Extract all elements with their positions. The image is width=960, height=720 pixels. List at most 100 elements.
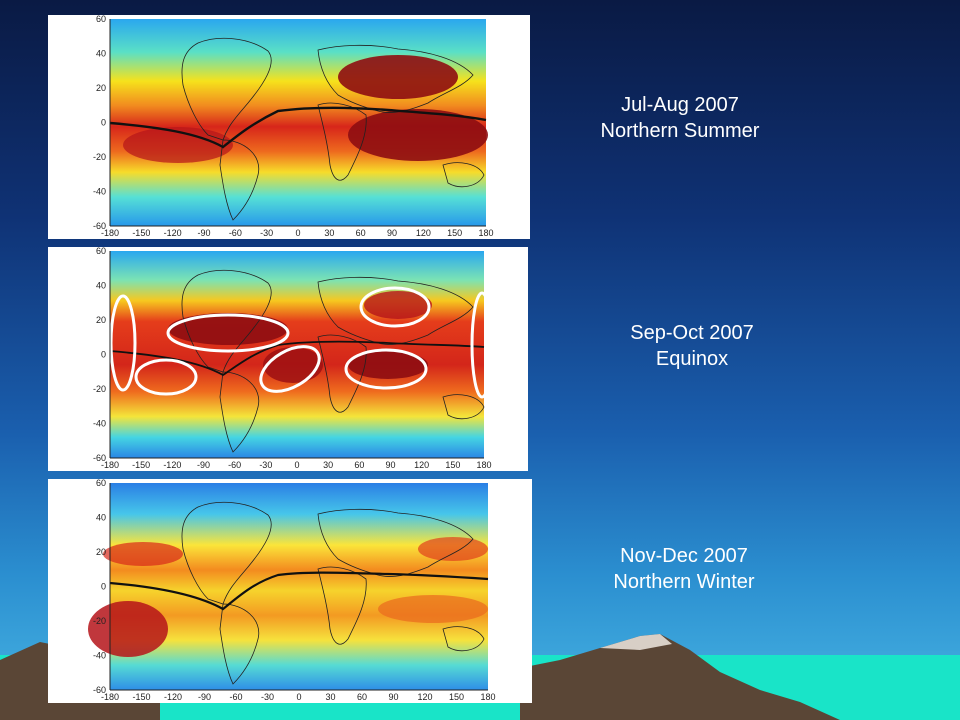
y-tick-label: -20 [93, 384, 106, 394]
hotspot [123, 127, 233, 163]
highlight-ellipse [359, 286, 431, 328]
continent-africa [317, 334, 367, 413]
heatmap-jul-aug: 60 40 20 0 -20 -40 -60 -180 -150 -120 -90 -60 -30 0 3… [93, 15, 494, 238]
x-tick-label: 180 [478, 228, 493, 238]
x-tick-label: -60 [229, 692, 242, 702]
y-tick-label: -60 [93, 685, 106, 695]
y-tick-label: 0 [101, 350, 106, 360]
x-tick-label: 60 [354, 460, 364, 470]
continent-australia [442, 394, 485, 420]
y-tick-labels: 60 40 20 0 -20 -40 -60 [93, 479, 106, 695]
map-panel-sep-oct: 60 40 20 0 -20 -40 -60 -180 -150 -120 -90 -60 -30 0 3… [48, 247, 528, 471]
x-tick-label: -90 [197, 228, 210, 238]
y-tick-label: 60 [96, 15, 106, 24]
x-tick-label: -150 [132, 692, 150, 702]
continent-americas-north [181, 502, 272, 605]
caption-sep-oct: Sep-Oct 2007 Equinox [572, 320, 812, 372]
caption-period: Nov-Dec 2007 [620, 545, 748, 567]
heatmap-sep-oct: 60 40 20 0 -20 -40 -60 -180 -150 -120 -90 -60 -30 0 3… [93, 247, 494, 470]
caption-period: Jul-Aug 2007 [621, 94, 739, 116]
hotspot [364, 291, 432, 319]
x-tick-label: -60 [228, 460, 241, 470]
hotspot [263, 347, 323, 383]
x-tick-label: 150 [449, 692, 464, 702]
continent-australia [442, 162, 485, 188]
field-background [110, 483, 488, 690]
x-tick-label: 0 [294, 460, 299, 470]
y-tick-label: -60 [93, 453, 106, 463]
x-tick-label: 150 [447, 228, 462, 238]
x-tick-label: 90 [385, 460, 395, 470]
snow-cap [600, 634, 672, 650]
x-tick-labels: -180 -150 -120 -90 -60 -30 0 30 60 90 120 150 180 [101, 228, 494, 238]
y-tick-label: 0 [101, 582, 106, 592]
hotspot [418, 537, 488, 561]
x-tick-label: -180 [101, 460, 119, 470]
continent-eurasia [317, 276, 474, 345]
y-tick-label: 40 [96, 281, 106, 291]
y-tick-label: 40 [96, 513, 106, 523]
x-tick-label: 120 [417, 692, 432, 702]
y-tick-labels: 60 40 20 0 -20 -40 -60 [93, 247, 106, 463]
x-tick-label: -120 [163, 460, 181, 470]
hotspot [168, 313, 288, 345]
continent-americas-north [181, 38, 272, 141]
highlight-ellipse [259, 345, 321, 393]
hotspot [338, 55, 458, 99]
y-tick-label: -20 [93, 616, 106, 626]
caption-season: Equinox [655, 348, 729, 370]
highlight-ellipse [109, 294, 137, 392]
itcz-line [109, 571, 489, 611]
y-tick-labels: 60 40 20 0 -20 -40 -60 [93, 15, 106, 231]
caption-jul-aug: Jul-Aug 2007 Northern Summer [560, 92, 800, 144]
highlight-ellipse [134, 358, 198, 396]
highlight-ellipse [344, 348, 428, 390]
x-tick-label: 0 [295, 228, 300, 238]
x-tick-label: -30 [259, 460, 272, 470]
caption-nov-dec: Nov-Dec 2007 Northern Winter [564, 543, 804, 595]
highlight-ellipse [470, 291, 494, 399]
y-tick-label: -20 [93, 152, 106, 162]
y-tick-label: 0 [101, 118, 106, 128]
y-tick-label: -40 [93, 651, 106, 661]
y-tick-label: 20 [96, 315, 106, 325]
x-tick-label: 180 [476, 460, 491, 470]
heatmap-nov-dec: 60 40 20 0 -20 -40 -60 -180 -150 -120 -90 -60 -30 0 3… [88, 479, 496, 702]
y-tick-label: 60 [96, 247, 106, 256]
caption-period: Sep-Oct 2007 [630, 322, 754, 344]
hotspot [378, 595, 488, 623]
x-tick-label: 150 [445, 460, 460, 470]
x-tick-label: -90 [197, 460, 210, 470]
x-tick-label: -90 [198, 692, 211, 702]
x-tick-label: 120 [416, 228, 431, 238]
itcz-line [109, 106, 487, 149]
x-tick-label: -180 [101, 228, 119, 238]
caption-season: Northern Summer [600, 120, 760, 142]
x-tick-label: -120 [164, 692, 182, 702]
x-tick-label: 90 [388, 692, 398, 702]
itcz-line [109, 340, 485, 377]
y-tick-label: -40 [93, 187, 106, 197]
x-tick-label: -30 [261, 692, 274, 702]
y-tick-label: -40 [93, 419, 106, 429]
x-tick-label: 90 [387, 228, 397, 238]
x-tick-label: -150 [132, 460, 150, 470]
x-tick-label: -30 [260, 228, 273, 238]
x-tick-label: 120 [414, 460, 429, 470]
continent-americas-south [219, 139, 260, 221]
continent-australia [442, 626, 485, 652]
x-tick-label: -150 [132, 228, 150, 238]
hotspot [103, 542, 183, 566]
y-tick-label: 40 [96, 49, 106, 59]
map-panel-nov-dec: 60 40 20 0 -20 -40 -60 -180 -150 -120 -90 -60 -30 0 3… [48, 479, 532, 703]
hotspot [348, 109, 488, 161]
x-tick-label: 180 [480, 692, 495, 702]
highlight-ellipse [166, 313, 290, 353]
x-tick-label: 30 [325, 692, 335, 702]
x-tick-labels: -180 -150 -120 -90 -60 -30 0 30 60 90 120 150 180 [101, 460, 492, 470]
continent-americas-south [219, 371, 260, 453]
x-tick-label: -60 [229, 228, 242, 238]
right-mountain [520, 634, 840, 720]
x-tick-label: 0 [296, 692, 301, 702]
continent-eurasia [317, 508, 474, 577]
